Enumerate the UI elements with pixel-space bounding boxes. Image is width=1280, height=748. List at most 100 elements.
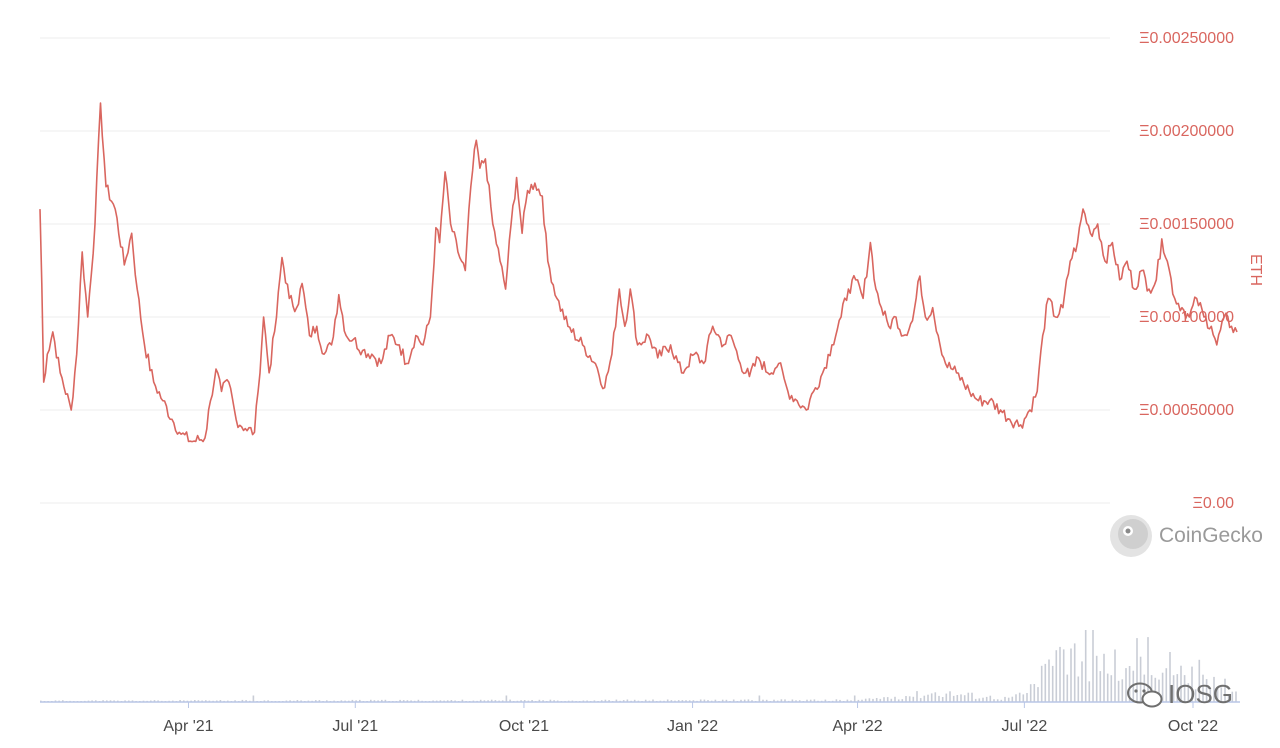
volume-bar [245,700,247,702]
volume-bar [234,700,236,702]
volume-bar [707,700,709,702]
volume-bar [1176,674,1179,702]
volume-bar [1029,684,1032,702]
volume-bar [351,699,354,702]
volume-bar [905,696,907,702]
volume-bar [652,699,654,702]
volume-bar [677,700,680,702]
volume-bar [886,697,889,702]
volume-bar [861,699,863,702]
y-tick-label: Ξ0.00050000 [1139,402,1234,419]
volume-bar [370,699,372,702]
volume-bar [402,700,405,702]
volume-bar [927,694,929,702]
volume-bar [883,697,885,702]
volume-bar [941,697,944,702]
volume-bar [410,700,412,702]
volume-bar [450,700,453,702]
volume-bar [993,699,995,702]
volume-bar [681,700,684,702]
volume-bar [1235,691,1237,702]
volume-bar [1095,655,1098,702]
volume-bar [1110,675,1113,702]
volume-bar [1022,694,1025,702]
volume-bar [109,700,112,702]
volume-bar [963,695,966,702]
volume-bar [384,699,387,702]
volume-bar [622,700,625,702]
volume-bar [1158,679,1160,702]
volume-bar [1180,665,1182,702]
volume-bar [868,698,871,702]
volume-bar [487,700,489,702]
volume-bars [40,630,1237,702]
volume-bar [901,699,904,702]
volume-bar [315,700,317,702]
volume-bar [758,695,761,702]
volume-bar [1209,688,1212,702]
volume-bar [967,692,970,702]
volume-bar [1154,677,1157,702]
iosg-watermark: IOSG [1168,679,1233,709]
volume-bar [971,692,973,702]
volume-bar [1128,666,1131,702]
volume-bar [157,700,159,702]
volume-bar [197,700,200,702]
volume-bar [798,700,801,702]
volume-bar [483,700,486,702]
volume-bar [1139,656,1142,702]
volume-bar [1220,687,1223,702]
volume-bar [1172,675,1175,702]
volume-bar [751,700,753,702]
volume-bar [205,700,207,702]
volume-bar [938,695,940,702]
volume-bar [326,700,328,702]
volume-bar [95,700,97,702]
volume-bar [54,700,57,702]
volume-bar [1117,680,1120,702]
volume-bar [615,699,618,702]
volume-bar [608,700,610,702]
volume-bar [795,700,797,702]
volume-bar [894,696,896,702]
volume-bar [355,700,357,702]
volume-bar [106,700,108,702]
volume-bar [1015,694,1017,702]
volume-bar [399,699,401,702]
volume-bar [1081,661,1083,702]
volume-bar [417,699,420,702]
volume-bar [538,699,541,702]
volume-bar [732,699,735,702]
x-tick-label: Jul '22 [1001,718,1047,735]
volume-bar [461,699,464,702]
volume-bar [340,700,343,702]
volume-bar [765,699,768,702]
volume-bar [908,696,911,702]
volume-bar [806,699,808,702]
volume-bar [879,698,882,702]
volume-bar [179,700,181,702]
volume-bar [692,700,695,702]
y-axis-label: ETH [1247,254,1264,286]
volume-bar [1231,691,1234,702]
volume-bar [1161,672,1164,702]
volume-bar [809,699,812,702]
volume-bar [153,700,156,702]
volume-bar [183,700,185,702]
grid-lines [40,37,1110,504]
volume-bar [773,699,775,702]
volume-bar [1114,649,1116,702]
volume-bar [494,700,497,702]
volume-bar [1106,673,1109,702]
x-tick-label: Apr '22 [832,718,882,735]
volume-bar [835,699,838,702]
volume-bar [934,692,937,702]
volume-bar [890,698,893,702]
volume-bar [289,700,291,702]
volume-bar [685,700,687,702]
volume-bar [1037,687,1039,702]
volume-bar [857,699,860,702]
wechat-icon [1127,682,1163,708]
volume-bar [875,698,878,702]
